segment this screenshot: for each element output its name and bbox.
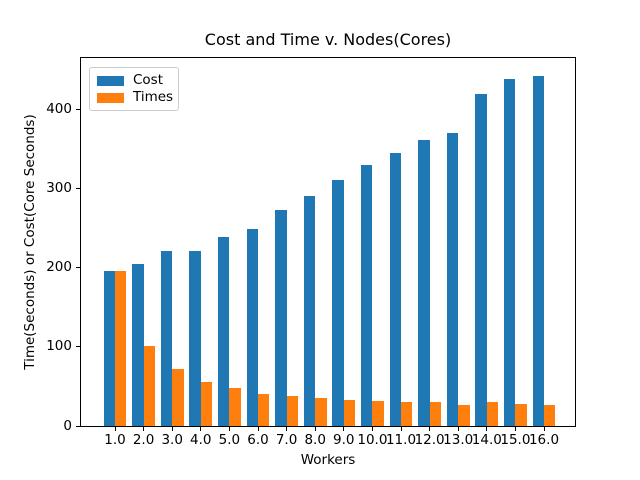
times-bar-3.0 — [172, 369, 184, 426]
x-tick-label: 6.0 — [247, 432, 269, 448]
x-axis-label: Workers — [300, 452, 356, 468]
x-tick-label: 10.0 — [357, 432, 388, 448]
cost-bar-9.0 — [332, 179, 344, 426]
plot-area: Cost Times — [80, 57, 576, 427]
x-tick-mark — [543, 427, 545, 431]
y-tick-label: 400 — [46, 100, 72, 117]
legend: Cost Times — [89, 67, 179, 111]
legend-item-times: Times — [97, 89, 174, 106]
y-tick-mark — [76, 267, 80, 269]
legend-swatch-cost — [97, 75, 124, 86]
x-tick-label: 11.0 — [385, 432, 417, 448]
times-bar-10.0 — [372, 400, 384, 426]
times-bar-4.0 — [200, 382, 213, 426]
times-bar-7.0 — [286, 395, 298, 426]
cost-bar-3.0 — [160, 251, 173, 426]
times-bar-12.0 — [429, 402, 441, 426]
y-tick-label: 0 — [63, 417, 72, 434]
x-tick-label: 8.0 — [304, 432, 326, 448]
x-tick-mark — [314, 427, 316, 431]
x-tick-mark — [486, 427, 488, 431]
chart-title: Cost and Time v. Nodes(Cores) — [204, 30, 452, 49]
cost-bar-12.0 — [418, 139, 430, 426]
cost-bar-15.0 — [504, 79, 516, 426]
x-tick-label: 16.0 — [528, 432, 560, 448]
bars-layer — [81, 58, 575, 426]
x-tick-mark — [514, 427, 516, 431]
x-tick-mark — [143, 427, 145, 431]
times-bar-13.0 — [458, 404, 470, 426]
times-bar-2.0 — [143, 346, 155, 426]
x-tick-mark — [171, 427, 173, 431]
cost-bar-8.0 — [303, 195, 316, 426]
times-bar-5.0 — [229, 388, 241, 426]
y-tick-mark — [76, 425, 80, 427]
cost-bar-11.0 — [389, 152, 401, 426]
cost-bar-16.0 — [532, 76, 544, 426]
x-tick-label: 5.0 — [218, 432, 241, 448]
y-tick-mark — [76, 108, 80, 110]
times-bar-1.0 — [115, 270, 127, 426]
x-tick-label: 3.0 — [161, 432, 183, 448]
cost-bar-2.0 — [132, 263, 144, 426]
y-tick-label: 100 — [46, 338, 72, 355]
x-tick-mark — [457, 427, 459, 431]
y-tick-label: 300 — [46, 180, 72, 197]
x-tick-mark — [114, 427, 116, 431]
legend-item-cost: Cost — [97, 72, 171, 89]
cost-bar-5.0 — [218, 236, 230, 426]
x-tick-label: 2.0 — [132, 432, 155, 448]
x-tick-label: 4.0 — [190, 432, 212, 448]
times-bar-16.0 — [544, 404, 556, 426]
x-tick-mark — [371, 427, 373, 431]
x-tick-label: 14.0 — [471, 432, 502, 448]
cost-bar-13.0 — [446, 133, 459, 426]
y-tick-mark — [76, 346, 80, 348]
x-tick-label: 15.0 — [500, 432, 531, 448]
x-tick-mark — [343, 427, 345, 431]
cost-bar-7.0 — [275, 209, 287, 426]
legend-label: Cost — [133, 72, 164, 88]
times-bar-9.0 — [343, 399, 356, 426]
times-bar-8.0 — [315, 397, 327, 426]
y-tick-mark — [76, 188, 80, 190]
x-tick-mark — [228, 427, 230, 431]
cost-bar-10.0 — [361, 164, 373, 426]
x-tick-mark — [257, 427, 259, 431]
x-tick-label: 9.0 — [333, 432, 355, 448]
x-tick-mark — [400, 427, 402, 431]
legend-swatch-times — [97, 92, 124, 103]
x-tick-mark — [286, 427, 288, 431]
x-tick-mark — [429, 427, 431, 431]
times-bar-6.0 — [258, 393, 270, 426]
times-bar-14.0 — [486, 402, 499, 426]
cost-bar-14.0 — [475, 93, 487, 426]
x-tick-mark — [200, 427, 202, 431]
legend-label: Times — [133, 89, 174, 105]
cost-bar-6.0 — [246, 228, 258, 426]
x-tick-label: 12.0 — [414, 432, 445, 448]
x-tick-label: 13.0 — [443, 432, 474, 448]
times-bar-15.0 — [515, 403, 527, 426]
cost-bar-1.0 — [103, 270, 115, 426]
x-tick-label: 1.0 — [104, 432, 126, 448]
times-bar-11.0 — [401, 402, 413, 426]
x-tick-label: 7.0 — [275, 432, 298, 448]
cost-bar-4.0 — [189, 251, 201, 426]
y-tick-label: 200 — [46, 259, 72, 276]
